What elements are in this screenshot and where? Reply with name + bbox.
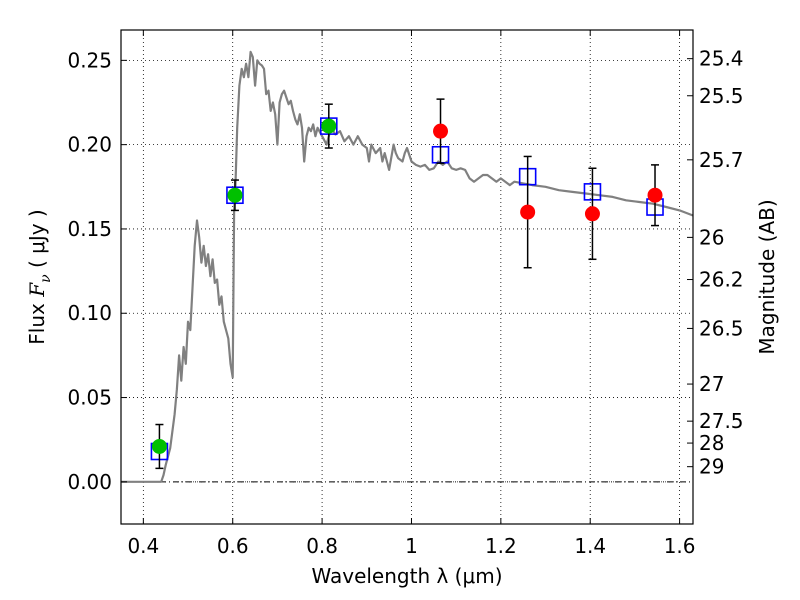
y-label-units: ( μJy ) <box>25 209 49 274</box>
y-label-prefix: Flux <box>25 297 49 345</box>
x-tick-label: 1.4 <box>574 534 606 558</box>
model-spectrum-line <box>121 50 694 483</box>
x-tick-label: 1.6 <box>664 534 696 558</box>
y-label-symbol: F <box>25 282 49 298</box>
observed-flux-point <box>584 206 600 222</box>
observed-flux-point <box>520 204 536 220</box>
magnitude-tick-label: 28 <box>699 431 724 455</box>
data-series <box>121 50 694 483</box>
x-axis-label: Wavelength λ (μm) <box>311 564 502 588</box>
observed-flux-point <box>151 438 167 454</box>
magnitude-tick-label: 27 <box>699 372 724 396</box>
x-tick-label: 1 <box>405 534 418 558</box>
x-tick-label: 0.8 <box>306 534 338 558</box>
y-tick-label: 0.00 <box>67 470 112 494</box>
plot-frame <box>120 29 694 525</box>
observed-flux-point <box>321 118 337 134</box>
magnitude-tick-label: 26 <box>699 225 724 249</box>
magnitude-tick-label: 26.5 <box>699 316 744 340</box>
y-tick-label: 0.05 <box>67 386 112 410</box>
y-tick-label: 0.10 <box>67 301 112 325</box>
observed-flux-point <box>433 123 449 139</box>
magnitude-tick-label: 26.2 <box>699 268 744 292</box>
magnitude-tick-label: 25.4 <box>699 47 744 71</box>
y-axis-right-label: Magnitude (AB) <box>755 199 779 354</box>
y-label-subscript: ν <box>38 274 54 283</box>
magnitude-tick-label: 27.5 <box>699 409 744 433</box>
x-tick-label: 0.6 <box>217 534 249 558</box>
magnitude-tick-label: 25.7 <box>699 148 744 172</box>
magnitude-tick-label: 29 <box>699 455 724 479</box>
y-tick-label: 0.15 <box>67 217 112 241</box>
x-tick-label: 0.4 <box>127 534 159 558</box>
axis-ticks: 0.4 0.6 0.8 1 1.2 1.4 1.6 0.00 0.05 0.10 0.15 0.20 0… <box>67 30 744 558</box>
y-axis-left-label: Flux Fν ( μJy ) <box>25 209 54 344</box>
y-tick-label: 0.25 <box>67 48 112 72</box>
observed-flux-point <box>647 187 663 203</box>
magnitude-tick-label: 25.5 <box>699 84 744 108</box>
x-tick-label: 1.2 <box>485 534 517 558</box>
observed-flux-point <box>227 187 243 203</box>
y-tick-label: 0.20 <box>67 133 112 157</box>
grid-lines <box>121 30 693 524</box>
plot-background <box>121 30 693 524</box>
